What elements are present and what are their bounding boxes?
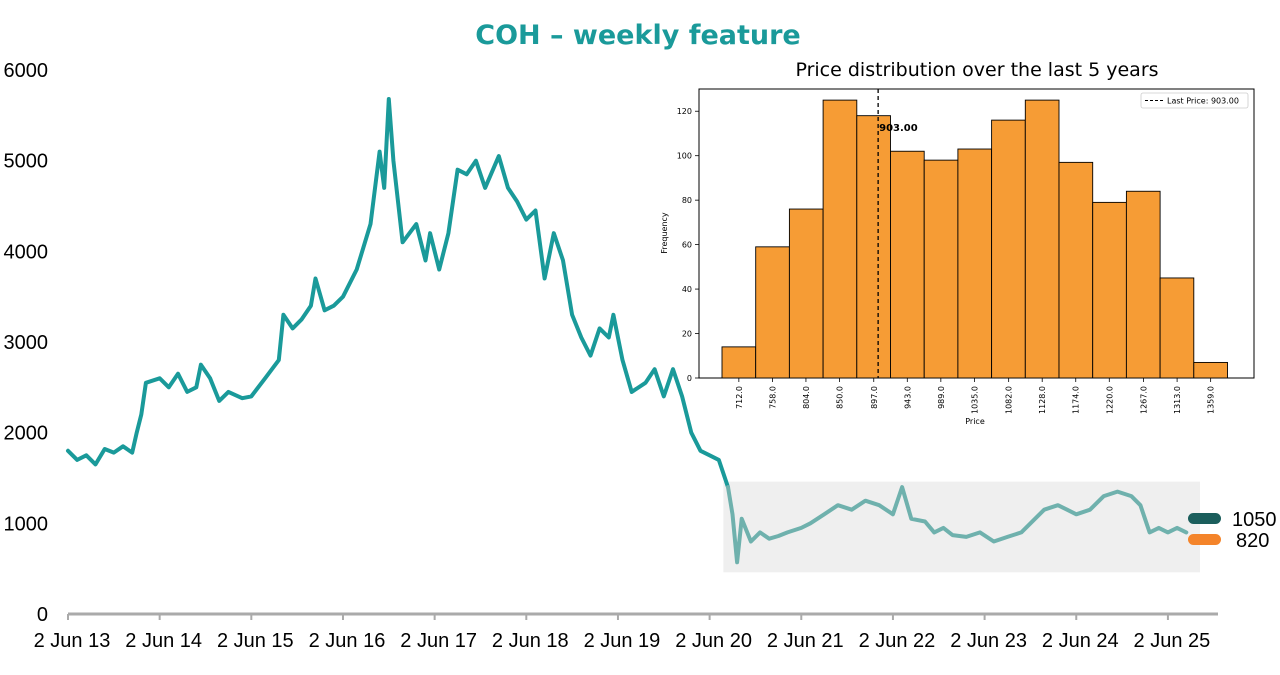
histogram-bar [1058,161,1094,379]
inset-x-tick-label: 1035.0 [970,386,979,414]
main-y-tick-label: 5000 [4,151,49,173]
inset-y-tick-label: 20 [682,330,692,339]
main-x-tick-label: 2 Jun 18 [492,630,569,652]
inset-x-tick-label: 1267.0 [1140,386,1149,414]
right-label-swatch [1188,513,1221,524]
inset-y-tick-label: 100 [677,152,692,161]
inset-y-tick-label: 120 [677,107,692,116]
inset-y-tick-label: 60 [682,241,692,250]
histogram-bar [957,148,993,379]
histogram-bar [822,99,858,379]
main-x-tick-label: 2 Jun 14 [125,630,202,652]
inset-x-tick-label: 712.0 [735,386,744,409]
main-x-tick-label: 2 Jun 16 [309,630,386,652]
inset-y-tick-label: 40 [682,285,692,294]
main-x-tick-label: 2 Jun 17 [400,630,477,652]
inset-title: Price distribution over the last 5 years [795,59,1158,81]
inset-x-axis: 712.0 758.0 804.0 850.0 897.0 943.0 989.0 1035.… [735,378,1216,414]
main-x-tick-label: 2 Jun 24 [1042,630,1119,652]
inset-x-tick-label: 1174.0 [1072,386,1081,414]
recent-price-line [726,485,1189,565]
inset-x-tick-label: 1128.0 [1038,386,1047,414]
histogram-bar [788,208,824,379]
histogram-bar [991,119,1026,379]
main-x-tick-label: 2 Jun 25 [1134,630,1211,652]
main-y-tick-label: 6000 [4,60,49,82]
histogram-bar [1193,361,1228,379]
main-y-tick-label: 0 [37,604,48,626]
inset-x-tick-label: 1313.0 [1173,386,1182,414]
histogram-bar [923,159,959,379]
histogram-bar [1125,190,1161,379]
inset-x-tick-label: 850.0 [835,386,844,409]
inset-y-tick-label: 0 [687,374,692,383]
histogram-bar [1024,99,1060,379]
histogram-bar [1159,277,1195,379]
last-price-annotation: 903.00 [879,123,918,134]
main-y-tick-label: 2000 [4,423,49,445]
inset-x-axis-label: Price [965,417,985,426]
main-y-axis: 0 1000 2000 3000 4000 5000 6000 [4,60,49,626]
main-chart-title: COH – weekly feature [475,20,800,51]
right-label-swatch [1188,534,1221,545]
main-x-tick-label: 2 Jun 23 [950,630,1027,652]
main-x-tick-label: 2 Jun 22 [859,630,936,652]
histogram-bar [721,346,757,379]
histogram-bar [890,150,925,379]
main-y-tick-label: 3000 [4,332,49,354]
inset-y-axis-label: Frequency [660,212,669,254]
inset-legend: Last Price: 903.00 [1140,92,1249,109]
main-x-tick-label: 2 Jun 21 [767,630,844,652]
inset-x-tick-label: 1082.0 [1005,386,1014,414]
inset-x-tick-label: 897.0 [870,386,879,409]
inset-x-tick-label: 1220.0 [1105,386,1114,414]
main-series-lines [66,97,1189,565]
histogram-bar [856,115,891,379]
inset-x-tick-label: 758.0 [768,386,777,409]
main-x-tick-label: 2 Jun 13 [34,630,111,652]
inset-x-tick-label: 989.0 [937,386,946,409]
histogram-bar [1092,201,1127,379]
inset-x-tick-label: 1359.0 [1207,386,1216,414]
price-history-line [66,97,730,490]
inset-y-tick-label: 80 [682,196,692,205]
inset-x-tick-label: 943.0 [903,386,912,409]
inset-bars [721,99,1228,379]
histogram-bar [755,246,790,379]
main-x-tick-label: 2 Jun 20 [675,630,752,652]
main-y-tick-label: 1000 [4,513,49,535]
inset-histogram: Price distribution over the last 5 years… [660,59,1255,426]
right-value-label: 1050 [1232,509,1277,531]
inset-legend-label: Last Price: 903.00 [1167,97,1239,106]
main-y-tick-label: 4000 [4,241,49,263]
inset-y-axis: 0 20 40 60 80 100 120 [677,107,699,383]
inset-x-tick-label: 804.0 [802,386,811,409]
main-x-tick-label: 2 Jun 19 [584,630,661,652]
main-x-axis: 2 Jun 13 2 Jun 14 2 Jun 15 2 Jun 16 2 Jun 17… [34,614,1211,652]
right-value-label: 820 [1236,530,1269,552]
main-line-chart: COH – weekly feature 0100020003000400050… [4,20,1277,652]
main-x-tick-label: 2 Jun 15 [217,630,294,652]
